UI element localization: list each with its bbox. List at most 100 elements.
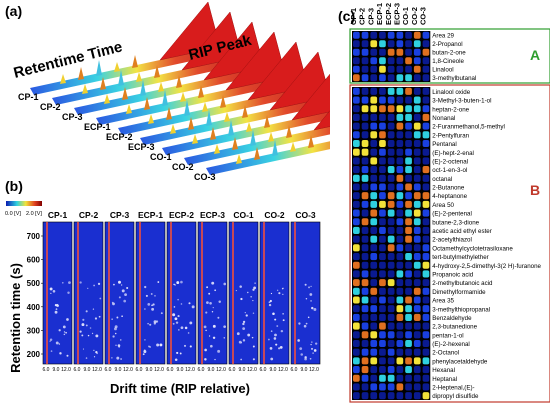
fingerprint-cell xyxy=(422,313,430,321)
fingerprint-cell xyxy=(405,40,412,48)
fingerprint-cell xyxy=(396,296,404,304)
colorbar-min-label: 0.0 [V] xyxy=(5,211,21,217)
fingerprint-cell xyxy=(422,383,430,391)
fingerprint-cell xyxy=(361,366,369,374)
fingerprint-cell xyxy=(370,122,378,130)
fingerprint-cell xyxy=(353,174,360,182)
fingerprint-cell xyxy=(405,339,412,348)
column-header: ECP-3 xyxy=(393,3,402,25)
fingerprint-cell xyxy=(405,244,412,252)
fingerprint-cell xyxy=(387,322,395,330)
fingerprint-cell xyxy=(396,261,404,269)
fingerprint-cell xyxy=(379,200,386,208)
compound-name: 4-heptanone xyxy=(432,193,467,200)
column-header: CO-2 xyxy=(410,7,419,25)
fingerprint-cell xyxy=(405,261,412,269)
compound-name: dipropyl disulfide xyxy=(432,393,479,400)
fingerprint-cell xyxy=(405,296,412,304)
fingerprint-cell xyxy=(413,87,421,95)
fingerprint-cell xyxy=(379,357,386,365)
fingerprint-cell xyxy=(353,235,360,243)
x-tick-label: 9.0 xyxy=(146,367,153,373)
x-tick-label: 9.0 xyxy=(208,367,215,373)
panel-sample-label: CP-2 xyxy=(79,210,99,220)
fingerprint-cell xyxy=(405,105,412,113)
fingerprint-cell xyxy=(396,105,404,113)
fingerprint-cell xyxy=(370,40,378,48)
compound-name: Area 35 xyxy=(432,298,454,305)
x-tick-label: 6.0 xyxy=(291,367,298,373)
x-tick-label: 12.0 xyxy=(185,367,195,373)
fingerprint-cell xyxy=(353,113,360,121)
fingerprint-cell xyxy=(361,374,369,382)
fingerprint-cell xyxy=(353,383,360,391)
fingerprint-cell xyxy=(387,296,395,304)
fingerprint-cell xyxy=(422,74,430,82)
fingerprint-cell xyxy=(396,348,404,356)
x-tick-label: 12.0 xyxy=(123,367,133,373)
colorbar xyxy=(6,201,42,206)
fingerprint-cell xyxy=(405,148,412,156)
fingerprint-cell xyxy=(379,131,386,139)
fingerprint-cell xyxy=(413,166,421,174)
sample-label: CO-3 xyxy=(194,172,216,182)
fingerprint-cell xyxy=(396,192,404,200)
fingerprint-cell xyxy=(370,200,378,208)
fingerprint-cell xyxy=(387,139,395,148)
fingerprint-cell xyxy=(405,305,412,313)
sample-label: CO-2 xyxy=(172,162,194,172)
fingerprint-cell xyxy=(422,331,430,339)
fingerprint-cell xyxy=(353,48,360,56)
fingerprint-cell xyxy=(405,192,412,200)
fingerprint-cell xyxy=(387,105,395,113)
fingerprint-cell xyxy=(413,200,421,208)
fingerprint-cell xyxy=(361,74,369,82)
fingerprint-cell xyxy=(379,105,386,113)
fingerprint-cell xyxy=(370,139,378,148)
compound-name: 2-Heptenal,(E)- xyxy=(432,385,474,392)
fingerprint-cell xyxy=(361,392,369,400)
fingerprint-cell xyxy=(405,174,412,182)
fingerprint-cell xyxy=(422,148,430,156)
fingerprint-cell xyxy=(396,57,404,65)
fingerprint-cell xyxy=(396,74,404,82)
x-tick-label: 6.0 xyxy=(167,367,174,373)
fingerprint-cell xyxy=(413,331,421,339)
fingerprint-cell xyxy=(361,113,369,121)
fingerprint-cell xyxy=(370,339,378,348)
fingerprint-cell xyxy=(361,226,369,235)
fingerprint-cell xyxy=(396,374,404,382)
fingerprint-cell xyxy=(370,74,378,82)
panel-b-heatmaps: (b) 0.0 [V] 2.0 [V] CP-1 6.0 9.0 12.0 CP-2 6.… xyxy=(0,178,330,404)
fingerprint-cell xyxy=(379,392,386,400)
fingerprint-cell xyxy=(370,313,378,321)
panel-sample-label: CO-1 xyxy=(233,210,254,220)
fingerprint-cell xyxy=(396,113,404,121)
fingerprint-cell xyxy=(361,57,369,65)
compound-name: 2-acetylthiazol xyxy=(432,237,472,244)
fingerprint-cell xyxy=(405,113,412,121)
fingerprint-cell xyxy=(361,296,369,304)
fingerprint-cell xyxy=(422,209,430,217)
fingerprint-cell xyxy=(379,270,386,278)
panel-b-label: (b) xyxy=(5,178,23,194)
x-tick-label: 9.0 xyxy=(115,367,122,373)
fingerprint-cell xyxy=(387,31,395,39)
fingerprint-cell xyxy=(405,74,412,82)
fingerprint-cell xyxy=(370,374,378,382)
fingerprint-cell xyxy=(353,366,360,374)
panel-c-plot: CP-1 CP-2 CP-3 ECP-1 ECP-2 ECP-3 CO-1 CO-2 CO-3 … xyxy=(349,3,550,403)
panel-b-plot: 0.0 [V] 2.0 [V] CP-16.0 9.0 12.0CP-26.0 9.0… xyxy=(5,201,321,396)
fingerprint-cell xyxy=(370,57,378,65)
fingerprint-cell xyxy=(405,226,412,235)
fingerprint-cell xyxy=(396,313,404,321)
fingerprint-cell xyxy=(413,244,421,252)
fingerprint-cell xyxy=(396,139,404,148)
sample-label: CP-2 xyxy=(40,102,61,112)
heatmap-panel: CP-1 6.0 9.0 12.0 xyxy=(43,210,73,373)
fingerprint-cell xyxy=(353,40,360,48)
fingerprint-cell xyxy=(396,331,404,339)
fingerprint-cell xyxy=(353,279,360,287)
fingerprint-cell xyxy=(413,339,421,348)
